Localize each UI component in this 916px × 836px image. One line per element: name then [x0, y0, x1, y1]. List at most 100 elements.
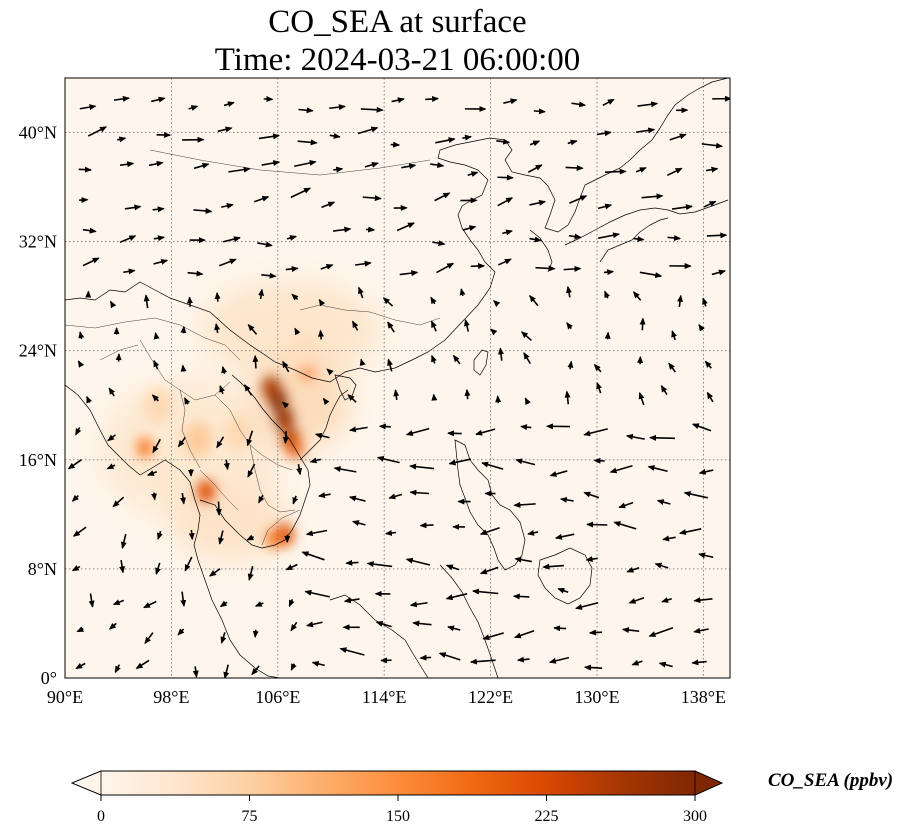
wind-arrow: [393, 389, 400, 401]
wind-arrow: [475, 428, 496, 436]
wind-arrow: [448, 458, 472, 466]
wind-arrow: [333, 226, 352, 233]
wind-arrow: [399, 270, 419, 277]
wind-arrow: [513, 501, 536, 508]
wind-arrow: [143, 294, 150, 309]
wind-arrow: [261, 272, 277, 279]
wind-arrow: [588, 629, 603, 636]
wind-arrow: [333, 166, 344, 173]
wind-arrow: [515, 458, 536, 466]
wind-arrow: [376, 455, 400, 464]
wind-arrow: [348, 495, 366, 502]
wind-arrow: [631, 659, 643, 666]
wind-arrow: [639, 271, 663, 278]
wind-arrow: [604, 168, 627, 175]
wind-arrow: [311, 660, 325, 667]
co-hotspot: [196, 479, 215, 503]
wind-arrow: [108, 622, 117, 630]
wind-arrow: [296, 464, 303, 476]
wind-arrow: [520, 424, 532, 431]
wind-arrow: [498, 258, 512, 266]
wind-arrow: [430, 320, 437, 332]
wind-arrow: [649, 434, 675, 441]
wind-arrow: [693, 627, 709, 634]
wind-arrow: [529, 199, 547, 206]
wind-arrow: [294, 160, 317, 168]
wind-arrow: [701, 142, 724, 149]
colorbar-tick-label: 225: [535, 808, 559, 825]
wind-arrow: [252, 629, 259, 639]
wind-arrow: [309, 457, 321, 464]
wind-arrow: [706, 232, 728, 239]
wind-arrow: [217, 126, 233, 133]
wind-arrow: [180, 364, 187, 372]
wind-arrow: [214, 291, 221, 302]
wind-arrow: [656, 499, 671, 506]
wind-arrow: [497, 197, 514, 207]
wind-arrow: [431, 354, 437, 364]
wind-arrow: [520, 331, 532, 341]
wind-arrow: [321, 201, 336, 209]
wind-arrow: [445, 564, 460, 571]
wind-arrow: [405, 427, 430, 436]
wind-arrow: [702, 297, 708, 307]
lon-tick-label: 122°E: [468, 687, 513, 707]
colorbar-label: CO_SEA (ppbv): [768, 770, 894, 791]
wind-arrow: [452, 354, 461, 365]
wind-arrow: [292, 495, 299, 505]
colorbar: 0 75 150 225 300: [70, 770, 724, 825]
wind-arrow: [567, 360, 574, 370]
wind-arrow: [180, 493, 186, 505]
wind-arrow: [112, 599, 125, 606]
wind-arrow: [180, 591, 187, 608]
wind-arrow: [618, 501, 634, 509]
wind-arrow: [192, 666, 199, 678]
wind-arrow: [114, 664, 121, 674]
wind-arrow: [218, 530, 224, 545]
wind-arrow: [326, 368, 334, 376]
wind-arrow: [247, 565, 254, 581]
wind-arrow: [396, 222, 415, 232]
wind-arrow: [258, 288, 265, 300]
wind-arrow: [565, 164, 584, 171]
wind-arrow: [290, 621, 298, 632]
wind-arrow: [143, 600, 157, 609]
wind-arrow: [360, 106, 384, 113]
wind-arrow: [548, 656, 570, 664]
wind-arrow: [698, 552, 714, 559]
wind-arrow: [77, 360, 85, 368]
wind-arrow: [214, 323, 221, 334]
wind-arrow: [583, 428, 608, 437]
wind-arrow: [349, 426, 368, 433]
wind-arrow: [318, 492, 331, 499]
wind-arrow: [216, 436, 225, 449]
wind-arrow: [660, 384, 668, 396]
wind-arrow: [503, 98, 518, 105]
wind-arrow: [388, 493, 403, 500]
wind-arrow: [375, 621, 392, 628]
colorbar-ticks: 0 75 150 225 300: [97, 795, 707, 825]
wind-arrow: [219, 385, 225, 395]
wind-arrow: [67, 459, 82, 470]
wind-arrow: [87, 126, 107, 137]
wind-arrow: [703, 200, 717, 208]
wind-arrow: [117, 136, 127, 143]
co-hotspot: [144, 387, 173, 423]
wind-arrow: [557, 587, 569, 594]
wind-arrow: [180, 325, 187, 334]
wind-arrow: [553, 625, 567, 632]
lon-tick-label: 114°E: [362, 687, 407, 707]
wind-arrow: [252, 354, 259, 369]
wind-arrow: [119, 235, 137, 244]
wind-arrow: [479, 526, 500, 536]
wind-arrow: [215, 501, 222, 517]
wind-arrow: [355, 260, 372, 267]
wind-arrow: [147, 470, 158, 476]
wind-arrow: [329, 132, 341, 139]
wind-arrow: [683, 491, 708, 499]
wind-arrow: [78, 166, 92, 173]
wind-arrow: [188, 105, 199, 111]
wind-arrow: [193, 162, 210, 170]
wind-arrow: [464, 388, 471, 400]
wind-arrow: [281, 401, 290, 409]
